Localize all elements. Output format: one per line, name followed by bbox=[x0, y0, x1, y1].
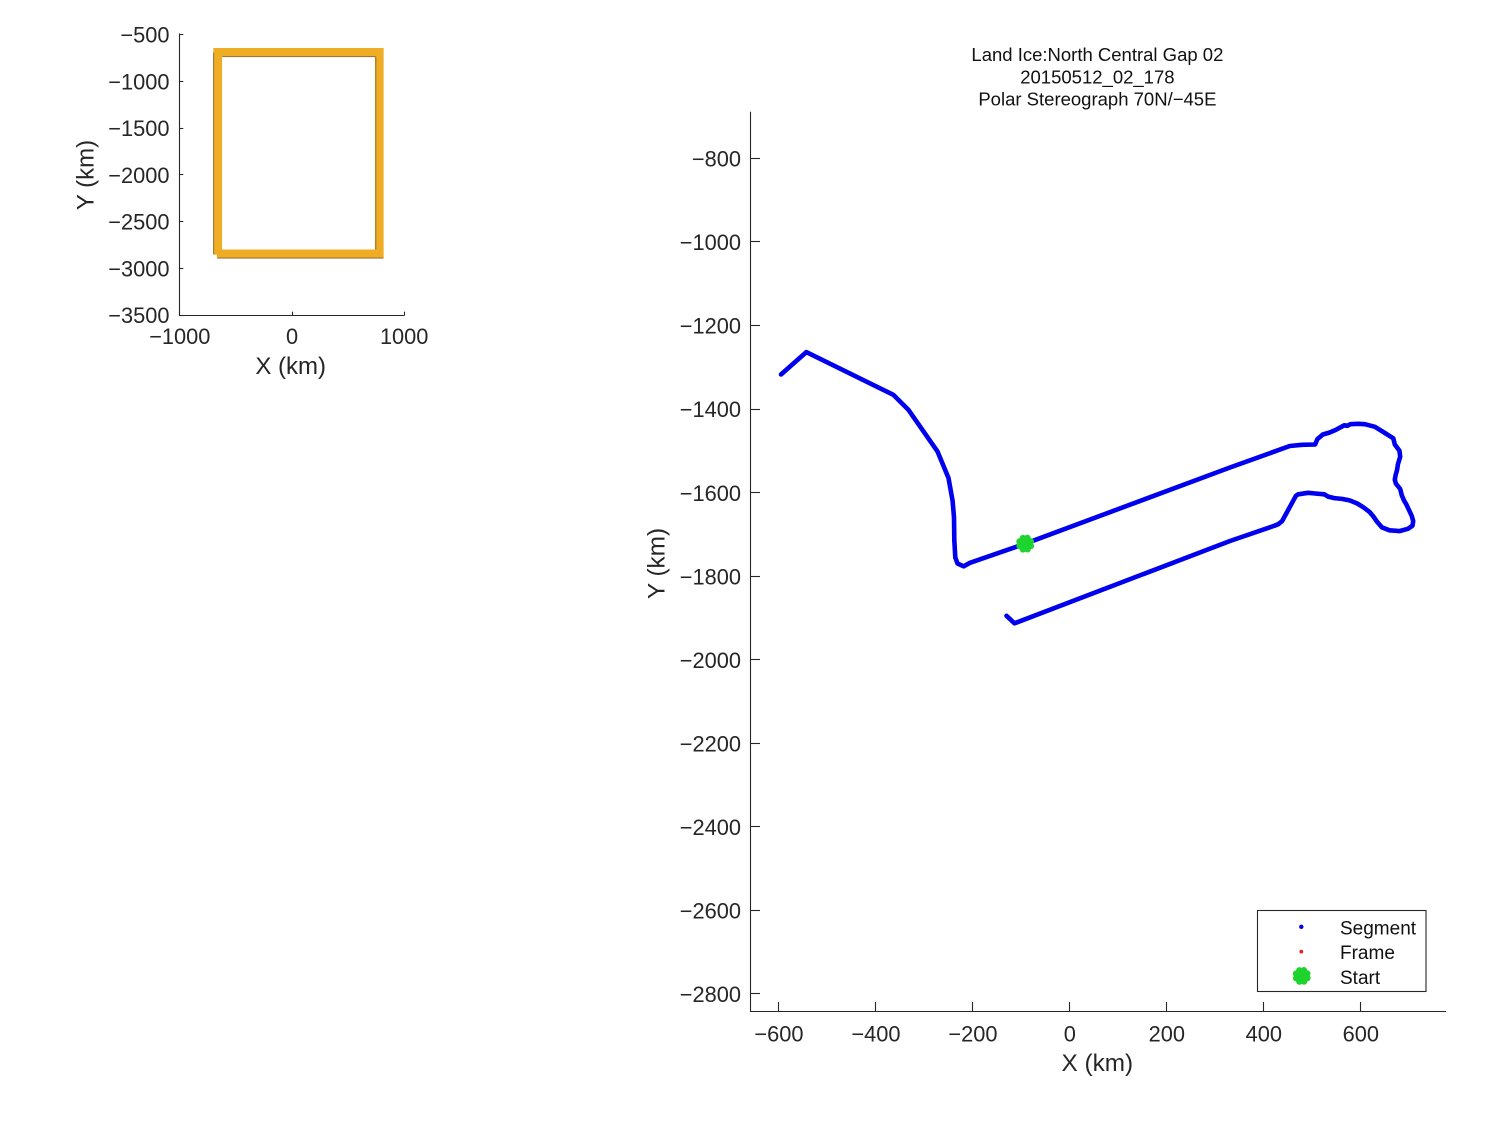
svg-text:Y (km): Y (km) bbox=[73, 140, 100, 210]
svg-text:20150512_02_178: 20150512_02_178 bbox=[1020, 66, 1174, 88]
svg-text:Y (km): Y (km) bbox=[644, 528, 671, 599]
svg-text:−1500: −1500 bbox=[108, 116, 169, 141]
svg-text:−2600: −2600 bbox=[680, 899, 741, 924]
svg-text:600: 600 bbox=[1343, 1022, 1379, 1047]
svg-text:−3500: −3500 bbox=[108, 303, 169, 328]
svg-text:Frame: Frame bbox=[1340, 943, 1395, 964]
svg-text:Start: Start bbox=[1340, 968, 1381, 989]
svg-text:200: 200 bbox=[1149, 1022, 1185, 1047]
svg-text:X (km): X (km) bbox=[255, 353, 326, 380]
svg-text:−1000: −1000 bbox=[108, 70, 169, 95]
svg-text:400: 400 bbox=[1246, 1022, 1282, 1047]
svg-text:0: 0 bbox=[1064, 1022, 1076, 1047]
svg-text:−2000: −2000 bbox=[680, 648, 741, 673]
svg-text:0: 0 bbox=[286, 324, 298, 349]
svg-text:X (km): X (km) bbox=[1062, 1050, 1134, 1077]
svg-text:−800: −800 bbox=[692, 147, 741, 172]
svg-text:−200: −200 bbox=[948, 1022, 997, 1047]
svg-text:Segment: Segment bbox=[1340, 918, 1417, 939]
svg-text:−500: −500 bbox=[120, 23, 169, 48]
svg-text:Land Ice:North Central Gap 02: Land Ice:North Central Gap 02 bbox=[971, 44, 1223, 65]
svg-text:−600: −600 bbox=[754, 1022, 803, 1047]
svg-text:−2500: −2500 bbox=[108, 210, 169, 235]
svg-text:−1800: −1800 bbox=[680, 564, 741, 589]
svg-text:1000: 1000 bbox=[380, 324, 429, 349]
svg-text:−1200: −1200 bbox=[680, 314, 741, 339]
svg-text:−3000: −3000 bbox=[108, 257, 169, 282]
svg-text:−1600: −1600 bbox=[680, 481, 741, 506]
svg-text:−2800: −2800 bbox=[680, 982, 741, 1007]
svg-text:−2400: −2400 bbox=[680, 815, 741, 840]
svg-text:−2000: −2000 bbox=[108, 163, 169, 188]
svg-text:−1000: −1000 bbox=[680, 230, 741, 255]
svg-text:−400: −400 bbox=[851, 1022, 900, 1047]
svg-text:Polar Stereograph 70N/−45E: Polar Stereograph 70N/−45E bbox=[978, 88, 1216, 109]
svg-text:−2200: −2200 bbox=[680, 731, 741, 756]
svg-text:−1400: −1400 bbox=[680, 397, 741, 422]
svg-text:−1000: −1000 bbox=[149, 324, 210, 349]
